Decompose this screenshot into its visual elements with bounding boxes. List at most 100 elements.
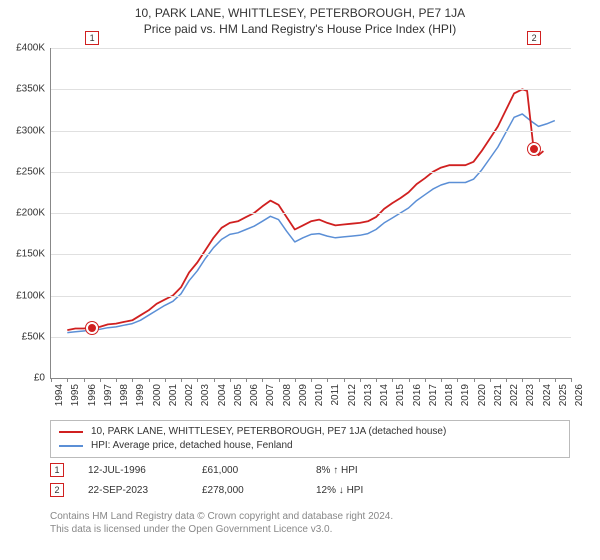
marker-id-box: 2 [50,483,64,497]
x-axis-tick [149,378,150,382]
x-axis-label: 2018 [444,384,455,406]
x-axis-tick [555,378,556,382]
x-axis-label: 1996 [87,384,98,406]
marker-table-row: 2 22-SEP-2023 £278,000 12% ↓ HPI [50,480,570,500]
x-axis-tick [360,378,361,382]
x-axis-label: 2011 [330,384,341,406]
x-axis-tick [100,378,101,382]
series-line-price_paid [67,89,543,330]
x-axis-label: 1994 [54,384,65,406]
marker-flag: 2 [527,31,541,45]
x-axis-tick [539,378,540,382]
x-axis-tick [230,378,231,382]
x-axis-label: 2013 [363,384,374,406]
x-axis-label: 2022 [509,384,520,406]
x-axis-label: 2000 [152,384,163,406]
x-axis-tick [214,378,215,382]
x-axis-tick [197,378,198,382]
x-axis-label: 1997 [103,384,114,406]
x-axis-tick [376,378,377,382]
gridline [51,89,571,90]
marker-table: 1 12-JUL-1996 £61,000 8% ↑ HPI 2 22-SEP-… [50,460,570,500]
gridline [51,337,571,338]
marker-date: 12-JUL-1996 [88,465,178,476]
x-axis-label: 2002 [184,384,195,406]
legend-label-price-paid: 10, PARK LANE, WHITTLESEY, PETERBOROUGH,… [91,425,446,439]
y-axis-label: £150K [16,249,45,260]
y-axis-label: £400K [16,43,45,54]
x-axis-label: 2012 [347,384,358,406]
y-axis-label: £200K [16,208,45,219]
y-axis-label: £50K [22,331,45,342]
y-axis-label: £250K [16,166,45,177]
x-axis-label: 2004 [217,384,228,406]
marker-dot [528,143,540,155]
gridline [51,296,571,297]
gridline [51,213,571,214]
x-axis-tick [490,378,491,382]
x-axis-label: 2001 [168,384,179,406]
plot-area: £0£50K£100K£150K£200K£250K£300K£350K£400… [50,48,571,379]
attribution-text: Contains HM Land Registry data © Crown c… [50,510,570,536]
x-axis-label: 1999 [135,384,146,406]
x-axis-label: 2015 [395,384,406,406]
x-axis-tick [51,378,52,382]
x-axis-tick [327,378,328,382]
marker-id-box: 1 [50,463,64,477]
marker-date: 22-SEP-2023 [88,485,178,496]
x-axis-label: 2003 [200,384,211,406]
x-axis-label: 2023 [525,384,536,406]
x-axis-tick [474,378,475,382]
x-axis-label: 2021 [493,384,504,406]
x-axis-tick [441,378,442,382]
legend-row: HPI: Average price, detached house, Fenl… [59,439,561,453]
x-axis-tick [262,378,263,382]
x-axis-tick [392,378,393,382]
y-axis-label: £0 [34,373,45,384]
x-axis-label: 2020 [477,384,488,406]
marker-dot [86,322,98,334]
attribution-line1: Contains HM Land Registry data © Crown c… [50,510,570,523]
attribution-line2: This data is licensed under the Open Gov… [50,523,570,536]
x-axis-tick [84,378,85,382]
legend-row: 10, PARK LANE, WHITTLESEY, PETERBOROUGH,… [59,425,561,439]
x-axis-label: 2014 [379,384,390,406]
x-axis-tick [506,378,507,382]
x-axis-tick [522,378,523,382]
marker-delta: 12% ↓ HPI [316,485,406,496]
x-axis-tick [279,378,280,382]
y-axis-label: £100K [16,290,45,301]
legend-label-hpi: HPI: Average price, detached house, Fenl… [91,439,293,453]
x-axis-label: 2009 [298,384,309,406]
x-axis-tick [295,378,296,382]
marker-delta: 8% ↑ HPI [316,465,406,476]
gridline [51,254,571,255]
series-line-hpi [67,114,555,333]
gridline [51,172,571,173]
chart-title-address: 10, PARK LANE, WHITTLESEY, PETERBOROUGH,… [0,6,600,20]
x-axis-label: 2026 [574,384,585,406]
x-axis-label: 2010 [314,384,325,406]
x-axis-label: 1998 [119,384,130,406]
y-axis-label: £350K [16,84,45,95]
x-axis-tick [132,378,133,382]
x-axis-tick [425,378,426,382]
x-axis-label: 2005 [233,384,244,406]
legend-swatch-price-paid [59,431,83,433]
x-axis-label: 2024 [542,384,553,406]
x-axis-tick [409,378,410,382]
x-axis-tick [311,378,312,382]
x-axis-label: 2006 [249,384,260,406]
x-axis-label: 2017 [428,384,439,406]
marker-flag: 1 [85,31,99,45]
x-axis-tick [67,378,68,382]
marker-table-row: 1 12-JUL-1996 £61,000 8% ↑ HPI [50,460,570,480]
x-axis-label: 2008 [282,384,293,406]
gridline [51,48,571,49]
x-axis-tick [571,378,572,382]
x-axis-label: 2019 [460,384,471,406]
x-axis-tick [344,378,345,382]
marker-price: £278,000 [202,485,292,496]
x-axis-tick [181,378,182,382]
x-axis-tick [457,378,458,382]
